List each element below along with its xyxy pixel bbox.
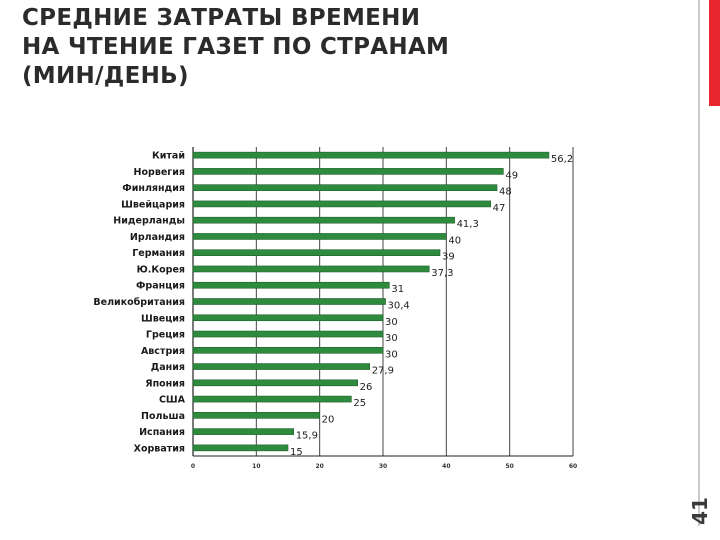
data-label: 39 (442, 252, 455, 263)
x-tick-label: 20 (315, 463, 323, 470)
data-label: 56,2 (551, 154, 573, 165)
category-label: Япония (145, 378, 185, 389)
bar (192, 379, 358, 387)
data-label: 25 (353, 398, 366, 409)
bar (192, 412, 320, 419)
category-label: Польша (141, 411, 185, 422)
title-line-3: (МИН/ДЕНЬ) (22, 63, 189, 89)
data-label: 27,9 (372, 366, 394, 377)
bar (192, 330, 384, 338)
accent-bar (709, 0, 720, 106)
bar (192, 216, 455, 224)
category-label: Греция (146, 330, 185, 341)
x-tick-label: 30 (379, 463, 387, 470)
data-label: 49 (505, 170, 518, 181)
category-label: Ю.Корея (137, 264, 185, 275)
category-label: Швеция (141, 313, 185, 324)
data-label: 48 (499, 187, 512, 198)
bar (192, 249, 441, 257)
bar (192, 233, 447, 240)
category-label: Дания (151, 362, 185, 373)
data-label: 20 (322, 414, 335, 425)
data-label: 30 (385, 333, 398, 344)
bar (192, 346, 384, 354)
category-label: Ирландия (130, 232, 185, 243)
data-label: 30,4 (388, 301, 410, 312)
category-label: Франция (136, 281, 185, 292)
bar (192, 444, 289, 452)
category-label: Великобритания (93, 297, 185, 308)
data-label: 30 (385, 349, 398, 360)
bar (192, 363, 370, 370)
category-label: Норвегия (134, 167, 185, 178)
data-label: 31 (391, 284, 404, 295)
category-label: Австрия (141, 346, 185, 357)
category-label: Испания (139, 427, 185, 438)
x-tick-label: 40 (442, 463, 450, 470)
data-label: 15,9 (296, 431, 318, 442)
data-label: 41,3 (457, 219, 479, 230)
x-tick-label: 50 (505, 463, 513, 470)
title-line-1: СРЕДНИЕ ЗАТРАТЫ ВРЕМЕНИ (22, 5, 421, 31)
bar (192, 151, 550, 159)
slide-title: СРЕДНИЕ ЗАТРАТЫ ВРЕМЕНИ НА ЧТЕНИЕ ГАЗЕТ … (22, 4, 662, 91)
category-label: Китай (152, 151, 185, 162)
data-label: 30 (385, 317, 398, 328)
x-tick-label: 60 (569, 463, 577, 470)
bar (192, 200, 491, 208)
category-label: Германия (132, 248, 185, 259)
bar (192, 428, 294, 435)
bar (192, 314, 384, 322)
bar (192, 298, 386, 305)
x-tick-label: 0 (191, 463, 195, 470)
data-label: 15 (290, 447, 303, 458)
category-label: США (159, 395, 186, 406)
category-label: Швейцария (121, 199, 185, 210)
bar (192, 281, 390, 289)
accent-divider-line (698, 0, 700, 526)
title-line-2: НА ЧТЕНИЕ ГАЗЕТ ПО СТРАНАМ (22, 34, 450, 60)
category-label: Нидерланды (113, 216, 185, 227)
bar (192, 395, 352, 403)
category-label: Хорватия (134, 443, 185, 454)
category-label: Финляндия (122, 183, 185, 194)
bar (192, 265, 430, 273)
data-label: 47 (493, 203, 506, 214)
data-label: 40 (448, 235, 461, 246)
bar (192, 168, 504, 175)
data-label: 26 (360, 382, 373, 393)
x-tick-label: 10 (252, 463, 260, 470)
bar (192, 184, 498, 191)
data-label: 37,3 (431, 268, 453, 279)
